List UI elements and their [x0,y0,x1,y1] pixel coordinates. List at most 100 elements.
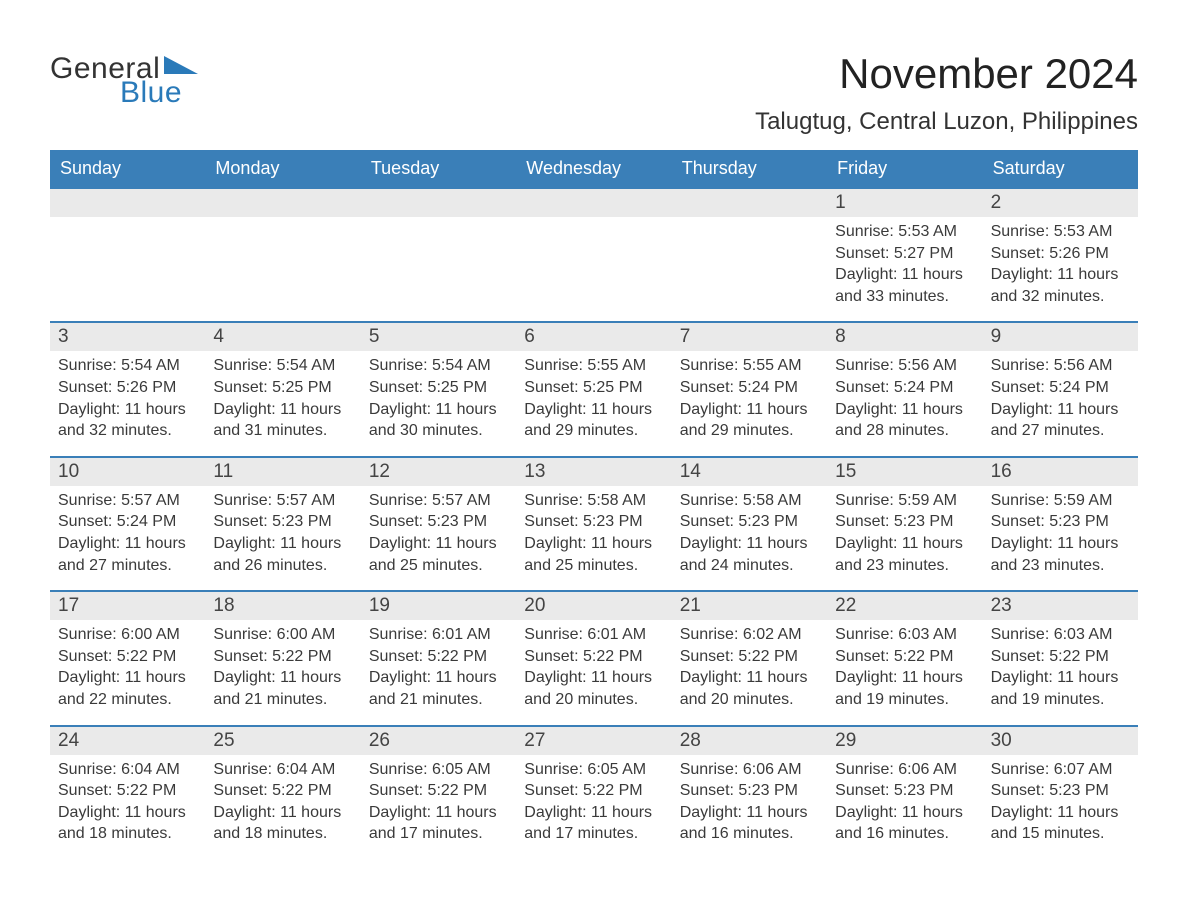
daylight-line: Daylight: 11 hours and 20 minutes. [524,667,663,710]
daylight-line: Daylight: 11 hours and 22 minutes. [58,667,197,710]
day-detail: Sunrise: 6:05 AMSunset: 5:22 PMDaylight:… [361,755,516,859]
sunrise-line: Sunrise: 5:53 AM [835,221,974,243]
daylight-line: Daylight: 11 hours and 27 minutes. [991,399,1130,442]
daylight-line: Daylight: 11 hours and 21 minutes. [213,667,352,710]
day-number: 3 [50,323,205,351]
day-number: 19 [361,592,516,620]
daylight-line: Daylight: 11 hours and 29 minutes. [524,399,663,442]
sunrise-line: Sunrise: 6:06 AM [835,759,974,781]
day-number: 26 [361,727,516,755]
empty-cell [516,189,671,217]
day-number: 22 [827,592,982,620]
daylight-line: Daylight: 11 hours and 23 minutes. [991,533,1130,576]
sunrise-line: Sunrise: 6:03 AM [991,624,1130,646]
sunrise-line: Sunrise: 5:55 AM [524,355,663,377]
day-detail: Sunrise: 5:56 AMSunset: 5:24 PMDaylight:… [983,351,1138,455]
daylight-line: Daylight: 11 hours and 24 minutes. [680,533,819,576]
empty-detail [361,217,516,321]
daylight-line: Daylight: 11 hours and 21 minutes. [369,667,508,710]
daylight-line: Daylight: 11 hours and 17 minutes. [369,802,508,845]
daylight-line: Daylight: 11 hours and 33 minutes. [835,264,974,307]
day-detail: Sunrise: 5:58 AMSunset: 5:23 PMDaylight:… [672,486,827,590]
daylight-line: Daylight: 11 hours and 19 minutes. [835,667,974,710]
day-number: 1 [827,189,982,217]
day-detail: Sunrise: 6:07 AMSunset: 5:23 PMDaylight:… [983,755,1138,859]
sunset-line: Sunset: 5:23 PM [991,780,1130,802]
sunrise-line: Sunrise: 5:58 AM [680,490,819,512]
sunrise-line: Sunrise: 5:53 AM [991,221,1130,243]
weekday-header: Sunday Monday Tuesday Wednesday Thursday… [50,150,1138,187]
sunrise-line: Sunrise: 5:59 AM [991,490,1130,512]
daylight-line: Daylight: 11 hours and 29 minutes. [680,399,819,442]
day-number: 18 [205,592,360,620]
day-detail: Sunrise: 6:04 AMSunset: 5:22 PMDaylight:… [50,755,205,859]
sunrise-line: Sunrise: 6:00 AM [213,624,352,646]
empty-cell [361,189,516,217]
sunset-line: Sunset: 5:24 PM [680,377,819,399]
day-number: 12 [361,458,516,486]
month-title: November 2024 [755,50,1138,98]
day-detail: Sunrise: 5:57 AMSunset: 5:23 PMDaylight:… [205,486,360,590]
empty-detail [50,217,205,321]
day-detail: Sunrise: 6:03 AMSunset: 5:22 PMDaylight:… [983,620,1138,724]
day-number: 7 [672,323,827,351]
day-detail: Sunrise: 6:00 AMSunset: 5:22 PMDaylight:… [205,620,360,724]
sunset-line: Sunset: 5:22 PM [369,780,508,802]
week-detail-row: Sunrise: 6:00 AMSunset: 5:22 PMDaylight:… [50,620,1138,724]
day-number: 5 [361,323,516,351]
day-number: 9 [983,323,1138,351]
week-daynum-row: 12 [50,187,1138,217]
sunrise-line: Sunrise: 6:03 AM [835,624,974,646]
daylight-line: Daylight: 11 hours and 23 minutes. [835,533,974,576]
sunrise-line: Sunrise: 5:59 AM [835,490,974,512]
sunset-line: Sunset: 5:23 PM [369,511,508,533]
day-number: 13 [516,458,671,486]
weekday-monday: Monday [205,150,360,187]
sunset-line: Sunset: 5:27 PM [835,243,974,265]
day-number: 21 [672,592,827,620]
daylight-line: Daylight: 11 hours and 27 minutes. [58,533,197,576]
sunrise-line: Sunrise: 6:07 AM [991,759,1130,781]
day-detail: Sunrise: 5:55 AMSunset: 5:25 PMDaylight:… [516,351,671,455]
sunset-line: Sunset: 5:24 PM [991,377,1130,399]
title-block: November 2024 Talugtug, Central Luzon, P… [755,50,1138,136]
day-number: 17 [50,592,205,620]
day-number: 15 [827,458,982,486]
sunrise-line: Sunrise: 5:57 AM [213,490,352,512]
daylight-line: Daylight: 11 hours and 30 minutes. [369,399,508,442]
day-number: 11 [205,458,360,486]
sunrise-line: Sunrise: 5:55 AM [680,355,819,377]
day-detail: Sunrise: 5:54 AMSunset: 5:25 PMDaylight:… [205,351,360,455]
daylight-line: Daylight: 11 hours and 20 minutes. [680,667,819,710]
daylight-line: Daylight: 11 hours and 16 minutes. [680,802,819,845]
week-detail-row: Sunrise: 6:04 AMSunset: 5:22 PMDaylight:… [50,755,1138,859]
day-detail: Sunrise: 6:01 AMSunset: 5:22 PMDaylight:… [516,620,671,724]
day-detail: Sunrise: 5:53 AMSunset: 5:26 PMDaylight:… [983,217,1138,321]
empty-cell [672,189,827,217]
daylight-line: Daylight: 11 hours and 26 minutes. [213,533,352,576]
sunset-line: Sunset: 5:25 PM [524,377,663,399]
day-number: 2 [983,189,1138,217]
sunset-line: Sunset: 5:24 PM [835,377,974,399]
empty-detail [205,217,360,321]
daylight-line: Daylight: 11 hours and 25 minutes. [524,533,663,576]
day-detail: Sunrise: 6:05 AMSunset: 5:22 PMDaylight:… [516,755,671,859]
sunrise-line: Sunrise: 6:04 AM [58,759,197,781]
brand-triangle-icon [164,56,198,78]
day-number: 20 [516,592,671,620]
daylight-line: Daylight: 11 hours and 32 minutes. [58,399,197,442]
day-detail: Sunrise: 6:01 AMSunset: 5:22 PMDaylight:… [361,620,516,724]
empty-detail [672,217,827,321]
sunset-line: Sunset: 5:26 PM [991,243,1130,265]
brand-logo: General Blue [50,54,198,108]
day-detail: Sunrise: 5:55 AMSunset: 5:24 PMDaylight:… [672,351,827,455]
daylight-line: Daylight: 11 hours and 31 minutes. [213,399,352,442]
sunrise-line: Sunrise: 6:05 AM [524,759,663,781]
sunrise-line: Sunrise: 6:01 AM [524,624,663,646]
day-number: 23 [983,592,1138,620]
day-detail: Sunrise: 5:54 AMSunset: 5:26 PMDaylight:… [50,351,205,455]
sunrise-line: Sunrise: 6:04 AM [213,759,352,781]
sunrise-line: Sunrise: 5:54 AM [369,355,508,377]
sunrise-line: Sunrise: 5:56 AM [991,355,1130,377]
week-detail-row: Sunrise: 5:57 AMSunset: 5:24 PMDaylight:… [50,486,1138,590]
